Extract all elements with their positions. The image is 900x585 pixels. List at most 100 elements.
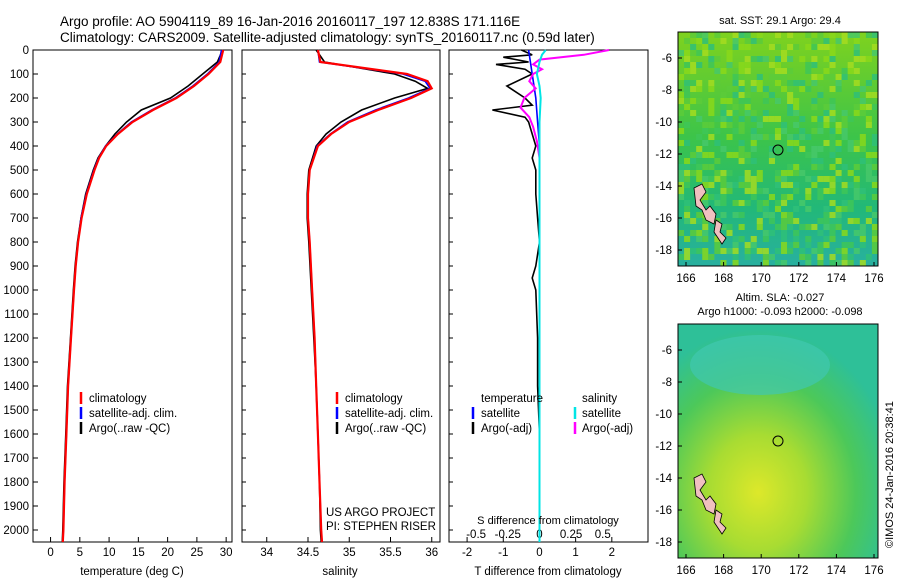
legend-salinity-heading: salinity	[582, 393, 617, 405]
sst-pixel	[678, 128, 685, 134]
sst-pixel	[787, 194, 794, 200]
sst-pixel	[871, 236, 878, 242]
legend-t-satellite: satellite	[481, 408, 520, 420]
temperature-x-label: temperature (deg C)	[80, 566, 184, 578]
sst-pixel	[738, 92, 745, 98]
credit-project: US ARGO PROJECT	[326, 507, 435, 519]
sst-pixel	[853, 146, 860, 152]
sst-pixel	[817, 128, 824, 134]
sst-pixel	[793, 236, 800, 242]
sst-pixel	[678, 170, 685, 176]
sst-pixel	[793, 242, 800, 248]
sst-pixel	[732, 110, 739, 116]
sst-pixel	[823, 44, 830, 50]
sst-pixel	[829, 236, 836, 242]
sst-pixel	[859, 194, 866, 200]
x-tick-label: 36	[425, 547, 438, 559]
sst-pixel	[817, 254, 824, 260]
sst-pixel	[793, 170, 800, 176]
sst-pixel	[696, 176, 703, 182]
sst-pixel	[726, 62, 733, 68]
sst-pixel	[768, 134, 775, 140]
sst-pixel	[774, 206, 782, 212]
sst-pixel	[726, 152, 733, 158]
sst-pixel	[829, 56, 836, 62]
sst-pixel	[750, 194, 757, 200]
sst-pixel	[738, 62, 745, 68]
sst-pixel	[805, 236, 812, 242]
sst-pixel	[678, 110, 685, 116]
sst-pixel	[690, 68, 697, 74]
argo-location-marker	[772, 435, 784, 447]
sla-map-title-1: Altim. SLA: -0.027	[736, 292, 825, 304]
sst-pixel	[750, 248, 757, 254]
sst-pixel	[841, 164, 848, 170]
sst-pixel	[756, 188, 763, 194]
sst-pixel	[756, 56, 763, 62]
series-line-temperature-satellite	[527, 49, 541, 542]
sst-pixel	[756, 134, 763, 140]
sst-pixel	[714, 176, 721, 182]
sst-pixel	[762, 206, 769, 212]
sst-pixel	[871, 248, 878, 254]
sst-pixel	[811, 182, 818, 188]
sst-pixel	[708, 98, 715, 104]
sst-pixel	[714, 32, 721, 38]
depth-tick-label: 1600	[3, 429, 29, 441]
sst-pixel	[829, 104, 836, 110]
sst-pixel	[744, 242, 751, 248]
depth-tick-label: 1000	[3, 285, 29, 297]
sst-pixel	[690, 248, 697, 254]
sst-pixel	[690, 170, 697, 176]
sst-pixel	[720, 146, 727, 152]
sst-pixel	[690, 152, 697, 158]
sst-pixel	[871, 50, 878, 56]
temperature-x-axis: 0 5 10 15 20 25 30	[47, 537, 233, 559]
sst-pixel	[690, 44, 697, 50]
sst-pixel	[829, 44, 836, 50]
sst-pixel	[805, 254, 812, 260]
sst-pixel	[787, 80, 794, 86]
map-lon-label: 168	[714, 565, 733, 577]
sst-pixel	[768, 44, 775, 50]
sst-pixel	[817, 146, 824, 152]
sst-pixel	[811, 38, 818, 44]
sst-pixel	[726, 248, 733, 254]
sst-pixel	[732, 68, 739, 74]
s-tick-label: -0.5	[466, 529, 486, 541]
sst-pixel	[708, 122, 715, 128]
sst-pixel	[768, 92, 775, 98]
sst-pixel	[678, 230, 685, 236]
sst-pixel	[678, 188, 685, 194]
sst-pixel	[684, 62, 691, 68]
sst-map	[677, 31, 879, 267]
sst-pixel	[829, 80, 836, 86]
sst-pixel	[811, 224, 818, 230]
sst-pixel	[823, 68, 830, 74]
sst-pixel	[787, 104, 794, 110]
sst-pixel	[859, 230, 866, 236]
sst-pixel	[811, 104, 818, 110]
sst-pixel	[768, 254, 775, 260]
sst-pixel	[823, 218, 830, 224]
sst-pixel	[774, 98, 782, 104]
sst-pixel	[805, 86, 812, 92]
depth-tick-label: 1700	[3, 453, 29, 465]
sst-pixel	[835, 146, 842, 152]
sst-pixel	[684, 104, 691, 110]
sst-pixel	[708, 254, 715, 260]
sst-pixel	[690, 110, 697, 116]
sst-pixel	[750, 158, 757, 164]
sst-pixel	[781, 176, 788, 182]
sst-pixel	[744, 170, 751, 176]
sst-pixel	[720, 104, 727, 110]
sst-pixel	[817, 260, 824, 266]
sst-pixel	[781, 74, 788, 80]
sst-pixel	[835, 74, 842, 80]
sst-pixel	[847, 182, 854, 188]
sst-pixel	[708, 164, 715, 170]
sst-pixel	[817, 116, 824, 122]
sla-low-anomaly	[690, 335, 830, 395]
series-line-salinity-satellite-adj-clim-	[307, 49, 432, 543]
sst-pixel	[799, 200, 806, 206]
